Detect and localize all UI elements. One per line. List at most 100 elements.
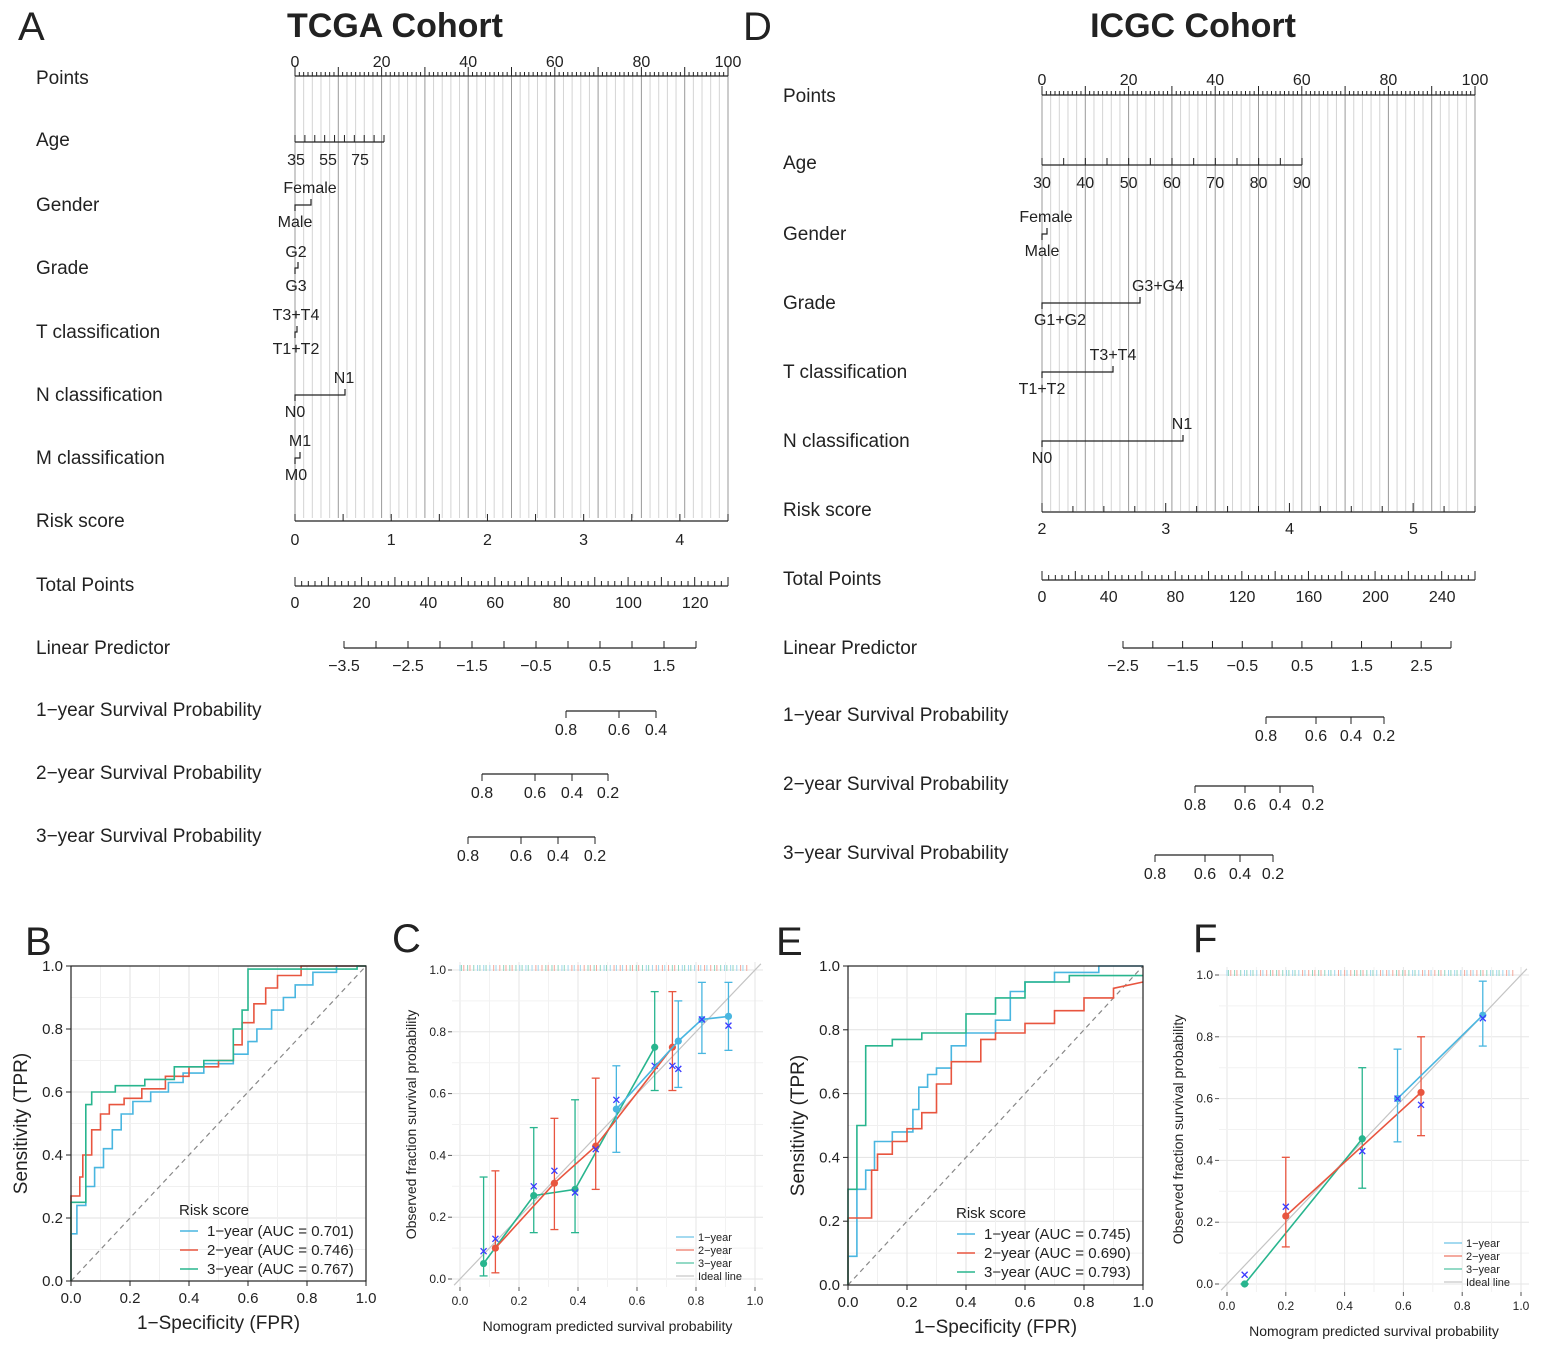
- roc-e-y-tick-label: 1.0: [819, 958, 840, 975]
- nomogram-a-row-label: Linear Predictor: [36, 638, 171, 659]
- cal-f-x-tick-label: 0.6: [1395, 1299, 1412, 1313]
- cal-f-series-line: [1285, 1091, 1422, 1217]
- cal-c-bias-corrected-mark: [550, 1167, 558, 1175]
- points-tick-label-d: 80: [1380, 72, 1398, 89]
- nomogram-d-row-label: Total Points: [783, 569, 881, 590]
- cal-c-bias-corrected-mark: [480, 1247, 488, 1255]
- grade-a-level-bottom: G3: [285, 278, 306, 295]
- cal-f-y-tick-label: 1.0: [1196, 968, 1213, 982]
- cal-f-legend-label-4: Ideal line: [1466, 1277, 1510, 1289]
- lp-tick-label-d: 1.5: [1351, 658, 1373, 675]
- cal-c-point: [480, 1259, 488, 1268]
- surv3-d-tick-label: 0.8: [1144, 866, 1166, 883]
- cal-f-point: [1241, 1280, 1249, 1288]
- points-tick-label-a: 20: [373, 54, 391, 71]
- lp-tick-label-a: −0.5: [520, 658, 552, 675]
- calibration-chart-c: 0.0 0.2 0.4 0.6 0.8 1.0 0.0 0.2 0.4 0.6 0.8 1.0 Nomo…: [403, 962, 764, 1334]
- points-tick-label-d: 100: [1462, 72, 1489, 89]
- cal-c-y-tick-label: 1.0: [429, 963, 446, 977]
- risk-tick-label-a: 3: [579, 532, 588, 549]
- cal-f-bias-corrected-mark: [1417, 1101, 1425, 1109]
- nclass-d-bracket: [1041, 435, 1184, 447]
- roc-b-curve-3: [70, 965, 366, 1281]
- roc-chart-e: 0.0 0.2 0.4 0.6 0.8 1.0 0.0 0.2 0.4 0.6 0.8 1.0 1−Sp…: [788, 958, 1153, 1338]
- nomogram-a-row-label: Points: [36, 68, 89, 89]
- cal-c-bias-corrected-mark: [571, 1189, 579, 1196]
- lp-tick-label-d: 2.5: [1410, 658, 1432, 675]
- points-tick-label-d: 0: [1038, 72, 1047, 89]
- total-tick-label-a: 20: [353, 595, 371, 612]
- cal-c-x-tick-label: 0.6: [629, 1294, 646, 1308]
- risk-tick-label-d: 2: [1038, 521, 1047, 538]
- roc-b-frame: [70, 965, 367, 1282]
- lp-tick-label-a: −3.5: [328, 658, 360, 675]
- roc-e-y-tick-label: 0.8: [819, 1022, 840, 1039]
- surv1-a-tick-label: 0.6: [608, 722, 630, 739]
- roc-e-x-tick-label: 0.2: [897, 1294, 918, 1311]
- cal-c-bias-corrected-mark: [724, 1022, 732, 1030]
- panel-d-title: ICGC Cohort: [1090, 7, 1296, 45]
- nomogram-d-row-labels: Points Age Gender Grade T classification N cl…: [783, 86, 1009, 864]
- age-tick-label-d: 50: [1120, 175, 1138, 192]
- age-tick-label-d: 60: [1163, 175, 1181, 192]
- roc-e-x-tick-label: 0.0: [838, 1294, 859, 1311]
- surv2-a-tick-label: 0.8: [471, 785, 493, 802]
- cal-c-x-tick-label: 0.0: [452, 1294, 469, 1308]
- panel-d-letter: D: [743, 5, 772, 49]
- age-tick-label-d: 30: [1033, 175, 1051, 192]
- tclass-a-level-top: T3+T4: [273, 307, 320, 324]
- cal-f-bias-corrected-mark: [1282, 1203, 1290, 1211]
- surv2-d-tick-label: 0.8: [1184, 797, 1206, 814]
- total-tick-label-d: 80: [1167, 589, 1185, 606]
- cal-c-point: [674, 1037, 682, 1045]
- cal-f-x-tick-label: 0.8: [1454, 1299, 1471, 1313]
- cal-c-x-tick-label: 0.4: [570, 1294, 587, 1308]
- points-tick-label-d: 60: [1293, 72, 1311, 89]
- cal-c-bias-corrected-mark: [592, 1145, 600, 1153]
- total-tick-label-d: 0: [1038, 589, 1047, 606]
- total-tick-label-a: 80: [553, 595, 571, 612]
- cal-c-bias-corrected-mark: [612, 1096, 620, 1104]
- cal-c-point: [651, 1043, 659, 1051]
- roc-b-legend-label-2: 2−year (AUC = 0.746): [207, 1242, 354, 1259]
- cal-c-point: [724, 1012, 733, 1020]
- surv3-a-tick-label: 0.6: [510, 848, 532, 865]
- roc-b-y-tick-label: 1.0: [42, 958, 63, 975]
- surv2-d-tick-label: 0.4: [1269, 797, 1291, 814]
- nomogram-d-row-label: Points: [783, 86, 836, 107]
- risk-tick-label-a: 4: [675, 532, 684, 549]
- surv3-d-tick-label: 0.6: [1194, 866, 1216, 883]
- nomogram-a-row-label: 3−year Survival Probability: [36, 826, 262, 847]
- gender-d-level-top: Female: [1019, 209, 1072, 226]
- nomogram-a-gridlines: [294, 76, 729, 518]
- tclass-a-bracket: [294, 326, 298, 338]
- points-tick-label-d: 20: [1120, 72, 1138, 89]
- roc-b-curve-1: [70, 965, 366, 1281]
- grade-d-level-bottom: G1+G2: [1034, 312, 1086, 329]
- nomogram-d-row-label: N classification: [783, 431, 910, 452]
- lp-tick-label-d: −1.5: [1167, 658, 1199, 675]
- panel-a-letter: A: [18, 5, 45, 49]
- total-tick-label-a: 40: [420, 595, 438, 612]
- mclass-a-bracket: [294, 452, 301, 464]
- mclass-a-level-bottom: M0: [285, 467, 307, 484]
- roc-e-legend-label-3: 3−year (AUC = 0.793): [984, 1264, 1131, 1281]
- nomogram-a-row-label: 1−year Survival Probability: [36, 700, 262, 721]
- nomogram-a-row-label: Grade: [36, 258, 89, 279]
- surv3-d-tick-label: 0.4: [1229, 866, 1251, 883]
- roc-e-curve-2: [847, 981, 1144, 1285]
- nclass-a-level-bottom: N0: [285, 404, 306, 421]
- roc-b-y-label: Sensitivity (TPR): [11, 1053, 32, 1194]
- age-tick-label-a: 35: [287, 152, 305, 169]
- risk-tick-label-d: 3: [1161, 521, 1170, 538]
- lp-tick-label-a: −1.5: [456, 658, 488, 675]
- total-tick-label-a: 100: [615, 595, 642, 612]
- surv2-d-tick-label: 0.6: [1234, 797, 1256, 814]
- cal-c-point: [550, 1179, 559, 1187]
- panel-f: F 0.0 0.2 0.4 0.6 0.8 1.0 0.0 0.2 0.4 0.6 0.8 1.0 No…: [1170, 917, 1530, 1339]
- panel-a: A TCGA Cohort Points Age Gender Grade T clas…: [18, 5, 741, 865]
- roc-e-y-tick-label: 0.4: [819, 1149, 840, 1166]
- cal-c-x-tick-label: 0.8: [688, 1294, 705, 1308]
- roc-b-x-tick-label: 0.2: [120, 1290, 141, 1307]
